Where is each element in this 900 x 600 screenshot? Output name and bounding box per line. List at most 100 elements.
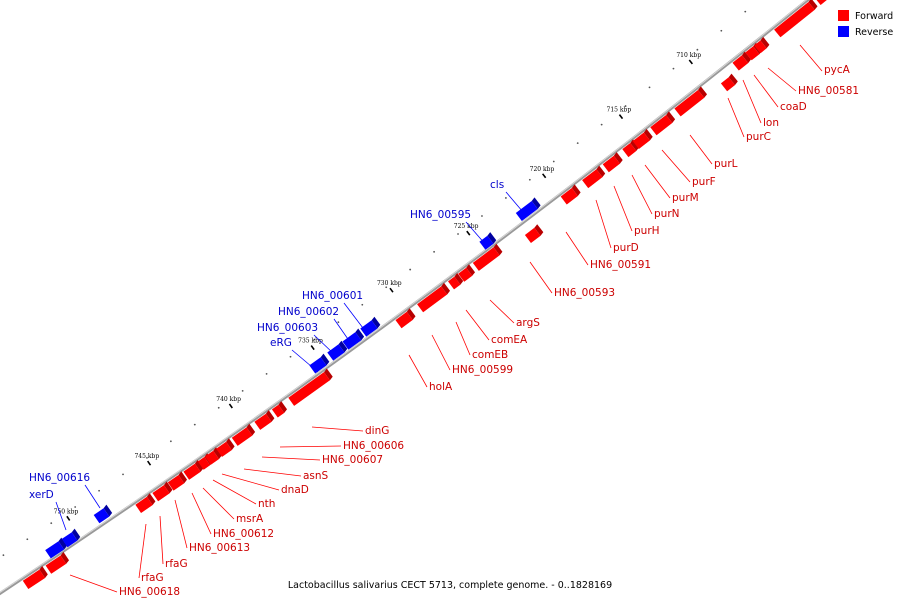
forward-gene-label[interactable]: purD [613,242,639,254]
forward-gene-label[interactable]: comEA [491,334,528,346]
tick-mark [541,173,547,179]
forward-gene[interactable] [732,51,752,71]
leader-line [174,499,188,549]
reverse-gene-label[interactable]: HN6_00601 [302,290,363,302]
tick-label: 720 kbp [530,166,555,173]
tick-dot [457,233,459,235]
forward-gene-label[interactable]: holA [429,381,453,393]
forward-gene[interactable] [602,152,623,173]
reverse-gene-label[interactable]: cls [490,179,504,191]
forward-gene[interactable] [135,493,156,513]
forward-gene[interactable] [720,73,738,92]
leader-line [202,487,235,520]
reverse-gene[interactable] [479,232,497,250]
forward-gene[interactable] [560,184,581,205]
reverse-gene[interactable] [360,316,381,337]
reverse-gene-label[interactable]: HN6_00595 [410,209,471,221]
forward-gene-label[interactable]: rfaG [141,572,164,584]
genome-backbone-highlight [0,0,808,593]
forward-gene[interactable] [814,0,837,5]
forward-gene-label[interactable]: rfaG [165,558,188,570]
forward-gene-label[interactable]: asnS [303,470,329,482]
forward-gene-label[interactable]: lon [763,117,779,129]
reverse-gene-label[interactable]: eRG [270,337,292,349]
legend-reverse-swatch [838,26,849,37]
forward-gene[interactable] [458,264,475,282]
reverse-gene[interactable] [61,528,81,548]
forward-gene[interactable] [622,139,640,158]
forward-gene-label[interactable]: HN6_00599 [452,364,513,376]
forward-gene[interactable] [205,447,222,465]
leader-line [261,456,321,461]
tick-dot [528,178,531,181]
genome-backbone [0,0,811,596]
tick-dot [122,473,124,476]
forward-gene-label[interactable]: comEB [472,349,508,361]
forward-gene-label[interactable]: purM [672,192,699,204]
reverse-gene-label[interactable]: HN6_00616 [29,472,90,484]
label-leader-lines [55,44,823,593]
forward-gene[interactable] [774,0,818,38]
forward-gene[interactable] [254,410,275,430]
forward-gene-label[interactable]: pycA [824,64,851,76]
forward-gene[interactable] [167,471,187,491]
reverse-gene[interactable] [515,197,541,221]
tick-dot [720,29,723,32]
forward-gene-label[interactable]: dinG [365,425,389,437]
reverse-gene-label[interactable]: HN6_00602 [278,306,339,318]
forward-gene-label[interactable]: nth [258,498,275,510]
leader-line [661,149,691,183]
forward-gene-label[interactable]: HN6_00618 [119,586,180,598]
forward-gene[interactable] [22,566,48,589]
forward-gene[interactable] [152,481,173,502]
reverse-gene[interactable] [342,328,365,350]
forward-gene-label[interactable]: HN6_00607 [322,454,383,466]
forward-gene[interactable] [45,551,69,574]
tick-dots [2,10,747,557]
forward-gene-label[interactable]: purL [714,158,738,170]
forward-gene-label[interactable]: HN6_00606 [343,440,404,452]
tick-dot [313,338,316,341]
reverse-gene-label[interactable]: HN6_00603 [257,322,318,334]
leader-line [159,515,164,565]
reverse-gene-label[interactable]: xerD [29,489,54,501]
reverse-gene[interactable] [327,340,348,361]
forward-gene-label[interactable]: argS [516,317,540,329]
forward-gene[interactable] [231,423,256,446]
reverse-gene[interactable] [45,537,67,559]
forward-gene-label[interactable]: purH [634,225,660,237]
forward-gene[interactable] [524,224,544,243]
forward-gene[interactable] [216,438,235,457]
forward-gene-label[interactable]: HN6_00613 [189,542,250,554]
forward-gene[interactable] [754,36,770,54]
forward-gene[interactable] [288,368,333,406]
forward-gene[interactable] [183,460,204,480]
forward-gene[interactable] [632,128,653,149]
tick-dot [98,489,100,492]
forward-gene[interactable] [417,282,450,313]
forward-gene[interactable] [650,111,676,136]
forward-gene[interactable] [448,273,464,290]
forward-gene-label[interactable]: HN6_00593 [554,287,615,299]
forward-gene[interactable] [582,165,606,189]
forward-gene-label[interactable]: msrA [236,513,264,525]
forward-gene-label[interactable]: purN [654,208,680,220]
tick-dot [576,142,579,145]
forward-gene-label[interactable]: purF [692,176,716,188]
tick-dot [74,506,77,508]
forward-gene[interactable] [472,243,503,271]
forward-gene-label[interactable]: coaD [780,101,807,113]
forward-gene-label[interactable]: HN6_00612 [213,528,274,540]
forward-gene-label[interactable]: HN6_00591 [590,259,651,271]
forward-gene-label[interactable]: HN6_00581 [798,85,859,97]
tick-label: 740 kbp [216,396,241,403]
forward-gene[interactable] [395,308,416,329]
forward-gene-label[interactable]: purC [746,131,771,143]
reverse-gene[interactable] [93,504,113,524]
forward-gene-label[interactable]: dnaD [281,484,309,496]
forward-gene[interactable] [674,86,707,117]
reverse-gene[interactable] [309,353,330,374]
forward-gene[interactable] [271,401,287,418]
tick-dot [385,286,388,289]
